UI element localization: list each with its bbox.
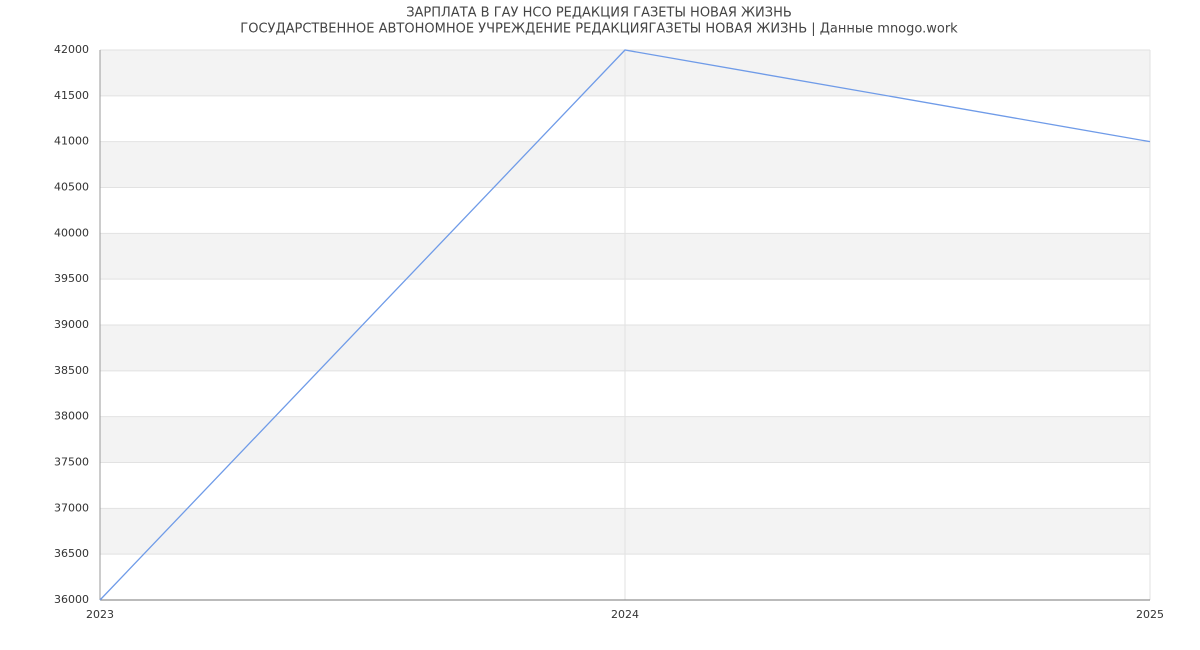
x-tick-label: 2025 [1136,608,1164,621]
chart-subtitle: ГОСУДАРСТВЕННОЕ АВТОНОМНОЕ УЧРЕЖДЕНИЕ РЕ… [240,22,958,37]
y-tick-label: 36500 [54,547,89,560]
y-tick-label: 37000 [54,501,89,514]
y-tick-label: 39500 [54,272,89,285]
x-tick-label: 2024 [611,608,639,621]
y-tick-label: 39000 [54,318,89,331]
y-tick-label: 38000 [54,410,89,423]
y-tick-label: 36000 [54,593,89,606]
y-tick-label: 40500 [54,181,89,194]
y-tick-label: 41500 [54,89,89,102]
line-series [99,49,1151,601]
chart-title: ЗАРПЛАТА В ГАУ НСО РЕДАКЦИЯ ГАЗЕТЫ НОВАЯ… [406,6,792,21]
x-tick-label: 2023 [86,608,114,621]
y-tick-label: 42000 [54,43,89,56]
y-tick-label: 40000 [54,226,89,239]
y-tick-label: 38500 [54,364,89,377]
y-tick-label: 41000 [54,135,89,148]
y-tick-label: 37500 [54,456,89,469]
